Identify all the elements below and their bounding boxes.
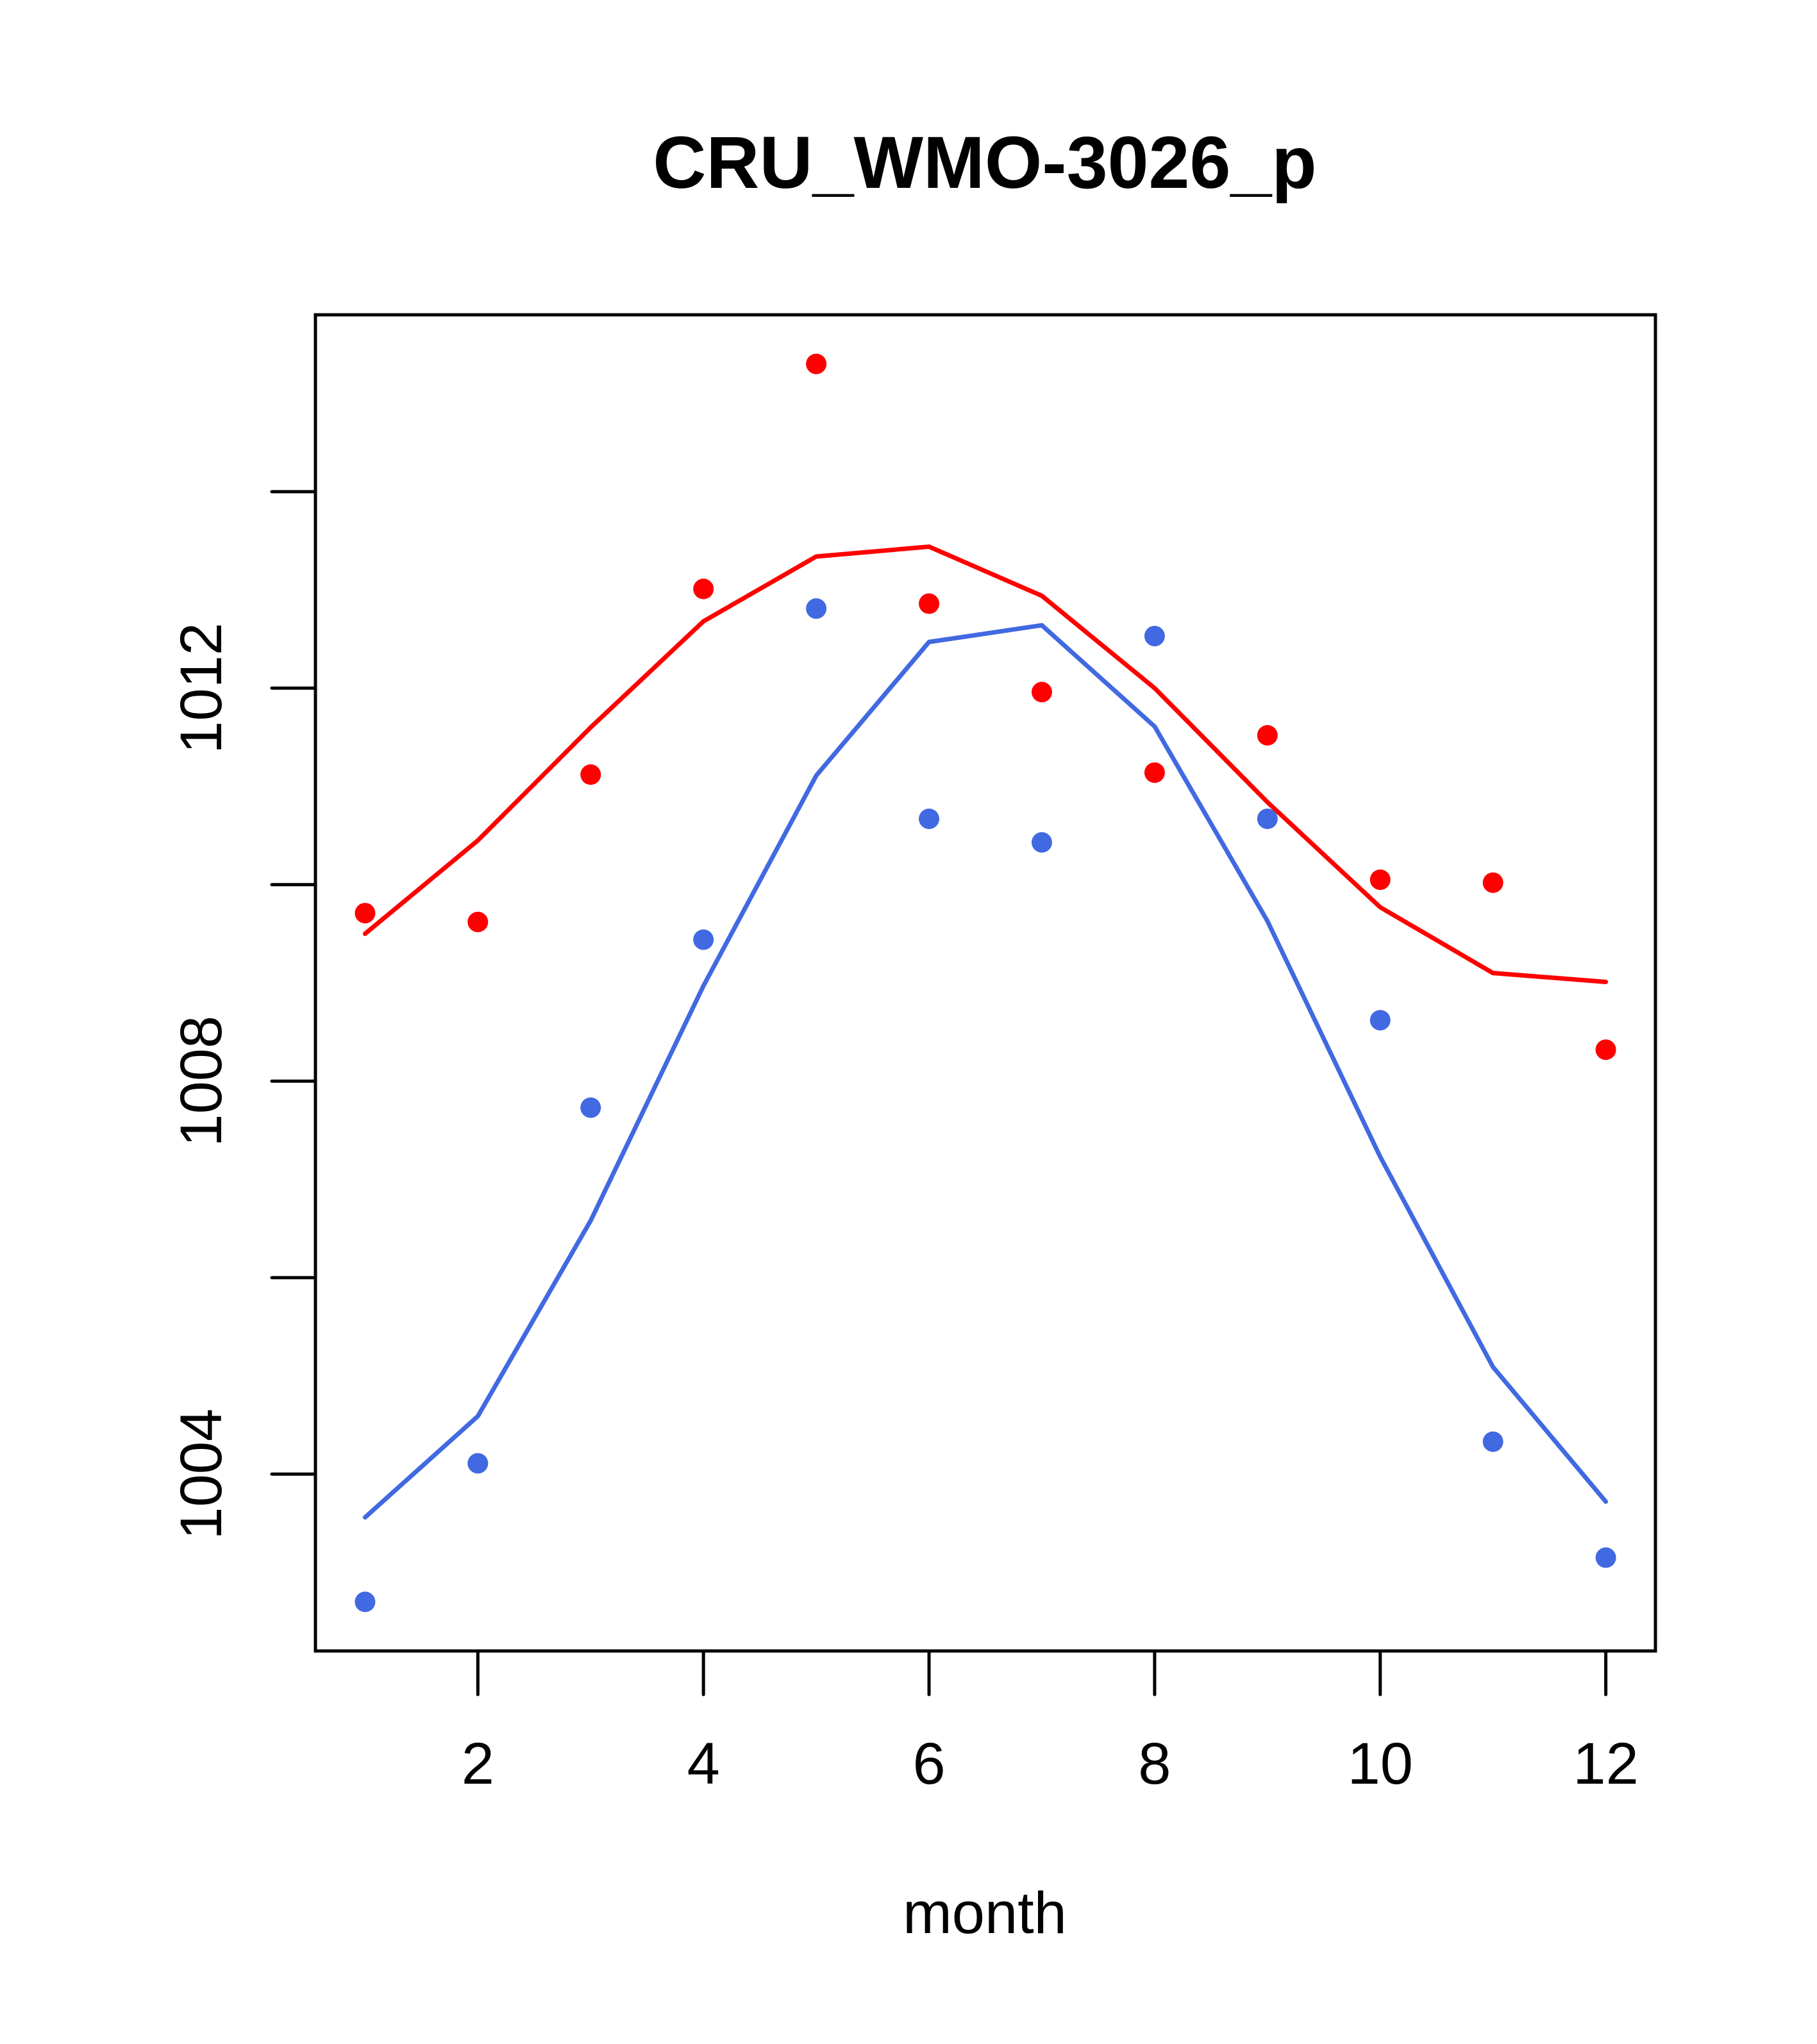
red-point [580, 764, 601, 785]
x-tick-label: 12 [1573, 1731, 1638, 1797]
series-layer [355, 353, 1616, 1613]
x-axis: 2 4 6 8 10 12 [462, 1649, 1639, 1797]
red-point [806, 353, 827, 374]
red-point [693, 578, 714, 599]
blue-point [1595, 1547, 1616, 1568]
x-tick-label: 6 [912, 1731, 945, 1797]
red-point [467, 911, 489, 932]
blue-point [1144, 626, 1165, 647]
red-point [1031, 682, 1052, 703]
y-tick-label: 1004 [169, 1409, 234, 1540]
blue-point [467, 1453, 489, 1474]
blue-point [355, 1591, 376, 1613]
blue-point [1031, 832, 1052, 853]
y-axis: 1004 1008 1012 [169, 490, 317, 1540]
red-point [1595, 1039, 1616, 1060]
blue-point [693, 929, 714, 950]
x-axis-label: month [903, 1881, 1067, 1946]
red-point [1144, 762, 1165, 783]
blue-point [1482, 1431, 1503, 1452]
chart-title: CRU_WMO-3026_p [653, 122, 1316, 204]
x-tick-label: 10 [1348, 1731, 1413, 1797]
x-tick-label: 2 [462, 1731, 494, 1797]
red-line-series [362, 544, 1609, 984]
x-tick-label: 8 [1138, 1731, 1171, 1797]
blue-point [580, 1097, 601, 1118]
plot-frame [314, 313, 1657, 1653]
blue-point [919, 808, 940, 830]
blue-point [806, 598, 827, 619]
blue-point [1257, 808, 1278, 830]
y-tick-label: 1008 [169, 1016, 234, 1147]
y-tick-label: 1012 [169, 623, 234, 754]
blue-point [1369, 1010, 1391, 1031]
blue-line-series [362, 623, 1609, 1520]
red-point [919, 593, 940, 614]
red-point [1257, 725, 1278, 746]
red-point [355, 903, 376, 924]
red-point [1369, 869, 1391, 891]
red-point [1482, 872, 1503, 893]
x-tick-label: 4 [687, 1731, 720, 1797]
